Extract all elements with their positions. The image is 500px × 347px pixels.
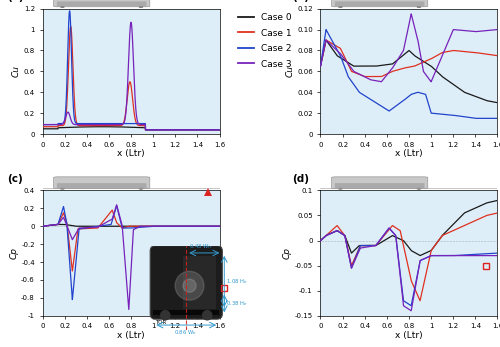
- Y-axis label: Cp: Cp: [283, 247, 292, 259]
- Text: 0.43 W$_{tr}$: 0.43 W$_{tr}$: [189, 242, 212, 251]
- Y-axis label: Cp: Cp: [10, 247, 18, 259]
- Y-axis label: Cu: Cu: [286, 65, 294, 77]
- Circle shape: [183, 279, 196, 292]
- Text: (b): (b): [292, 0, 309, 2]
- Text: (c): (c): [7, 174, 23, 184]
- Circle shape: [202, 311, 212, 320]
- Text: 0.38 H$_{tr}$: 0.38 H$_{tr}$: [226, 299, 248, 308]
- Text: TOR: TOR: [155, 321, 166, 325]
- Y-axis label: Cu: Cu: [12, 65, 21, 77]
- Circle shape: [175, 271, 204, 300]
- X-axis label: x (Ltr): x (Ltr): [117, 149, 145, 158]
- Circle shape: [160, 311, 170, 320]
- FancyBboxPatch shape: [154, 249, 219, 315]
- FancyBboxPatch shape: [150, 246, 222, 319]
- Text: (a): (a): [7, 0, 24, 2]
- Legend: Case 0, Case 1, Case 2, Case 3: Case 0, Case 1, Case 2, Case 3: [238, 13, 292, 69]
- X-axis label: x (Ltr): x (Ltr): [395, 149, 423, 158]
- Bar: [154, 310, 219, 315]
- Polygon shape: [183, 256, 216, 309]
- X-axis label: x (Ltr): x (Ltr): [395, 331, 423, 340]
- Text: (d): (d): [292, 174, 309, 184]
- Text: 0.86 W$_{tr}$: 0.86 W$_{tr}$: [174, 328, 198, 337]
- X-axis label: x (Ltr): x (Ltr): [117, 331, 145, 340]
- Text: 1.08 H$_{tr}$: 1.08 H$_{tr}$: [226, 277, 248, 286]
